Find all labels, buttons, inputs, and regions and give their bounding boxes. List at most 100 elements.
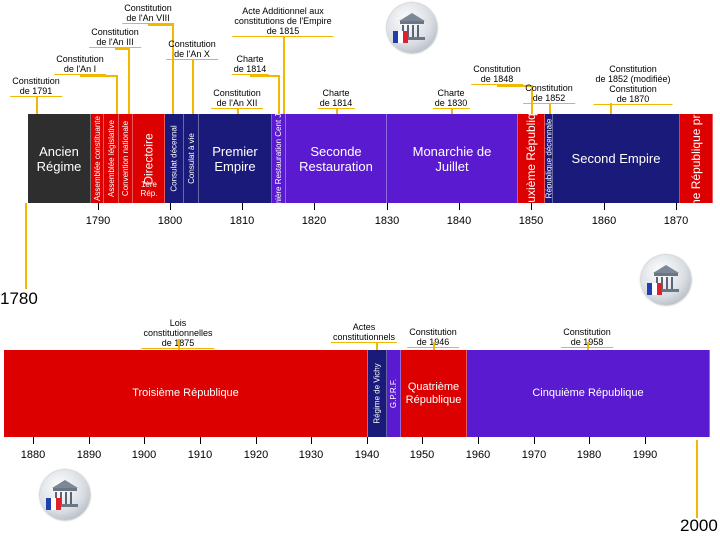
- seg-troisieme-republique-label: Troisième République: [132, 387, 239, 399]
- seg-premier-empire: Premier Empire: [199, 114, 272, 203]
- bottom-tick-mark: [534, 437, 535, 444]
- anno-constitution-an-i-connector: [116, 75, 118, 114]
- anno-actes-constitutionnels-text: Actes constitutionnels: [330, 322, 398, 343]
- anno-constitution-an-iii-connector: [128, 48, 130, 114]
- anno-charte-1830: Charte de 1830: [432, 88, 470, 109]
- seg-monarchie-juillet-label: Monarchie de Juillet: [412, 143, 492, 174]
- seg-ancien-regime: Ancien Régime: [28, 114, 91, 203]
- anno-constitution-1848: Constitution de 1848: [471, 64, 523, 85]
- bottom-tick-mark: [33, 437, 34, 444]
- bottom-tick-mark: [256, 437, 257, 444]
- top-tick-mark: [604, 203, 605, 210]
- anno-charte-1814-b-connector: [336, 109, 338, 114]
- anno-constitution-an-xii: Constitution de l'An XII: [211, 88, 263, 109]
- seg-quatrieme-republique: Quatrième République: [401, 350, 467, 437]
- anno-constitution-an-i-text: Constitution de l'An I: [54, 54, 106, 75]
- seg-ancien-regime-label: Ancien Régime: [36, 143, 82, 174]
- bottom-tick-label: 1940: [354, 449, 380, 461]
- bottom-tick-mark: [589, 437, 590, 444]
- seg-monarchie-juillet: Monarchie de Juillet: [387, 114, 518, 203]
- anno-acte-additionnel-1815: Acte Additionnel aux constitutions de l'…: [232, 6, 334, 37]
- seg-deuxieme-republique: Deuxième République: [518, 114, 545, 203]
- seg-seconde-restauration-label: Seconde Restauration: [299, 143, 373, 174]
- top-tick-label: 1870: [663, 215, 689, 227]
- premiere-republique-label: 1ère Rép.: [140, 180, 158, 198]
- start-year-label: 1780: [0, 289, 38, 308]
- seg-seconde-restauration: Seconde Restauration: [286, 114, 387, 203]
- anno-charte-1814-b-text: Charte de 1814: [317, 88, 355, 109]
- top-tick-mark: [242, 203, 243, 210]
- anno-charte-1814-connector: [278, 75, 280, 114]
- anno-constitution-1791: Constitution de 1791: [10, 76, 62, 97]
- top-tick-label: 1790: [85, 215, 111, 227]
- top-tick-mark: [387, 203, 388, 210]
- anno-charte-1830-text: Charte de 1830: [432, 88, 470, 109]
- seg-assemblee-legislative: Assemblée législative: [104, 114, 119, 203]
- bottom-tick-label: 1950: [409, 449, 435, 461]
- anno-charte-1814-text: Charte de 1814: [231, 54, 269, 75]
- anno-constitution-1852-1870: Constitution de 1852 (modifiée) Constitu…: [593, 64, 673, 105]
- anno-constitution-1852-connector: [549, 104, 551, 114]
- anno-constitution-1852-text: Constitution de 1852: [523, 83, 575, 104]
- anno-constitution-an-x: Constitution de l'An X: [166, 39, 218, 60]
- seg-consulat-decennal: Consulat décennal: [165, 114, 184, 203]
- top-tick-mark: [459, 203, 460, 210]
- bottom-tick-mark: [144, 437, 145, 444]
- seg-directoire: Directoire: [133, 114, 165, 203]
- seg-regime-vichy: Régime de Vichy: [368, 350, 387, 437]
- bottom-tick-label: 1900: [131, 449, 157, 461]
- top-tick-label: 1810: [229, 215, 255, 227]
- seg-second-empire: Second Empire: [553, 114, 680, 203]
- anno-constitution-an-x-text: Constitution de l'An X: [166, 39, 218, 60]
- top-tick-label: 1850: [518, 215, 544, 227]
- bottom-tick-label: 1990: [632, 449, 658, 461]
- assemblee-nationale-logo-icon: [387, 3, 437, 53]
- seg-consulat-decennal-label: Consulat décennal: [169, 125, 179, 192]
- seg-republique-decennale-label: République décennale: [545, 118, 553, 199]
- anno-constitution-an-i-connector-h: [80, 75, 116, 77]
- seg-cinquieme-republique-label: Cinquième République: [532, 387, 644, 399]
- anno-constitution-an-iii-connector-h: [115, 48, 128, 50]
- seg-deuxieme-republique-label: Deuxième République: [524, 114, 539, 203]
- anno-constitution-an-x-connector: [192, 60, 194, 114]
- bottom-tick-label: 1960: [465, 449, 491, 461]
- anno-constitution-1791-connector: [36, 97, 38, 114]
- top-tick-mark: [98, 203, 99, 210]
- end-year-connector: [696, 440, 698, 518]
- bottom-tick-label: 1910: [187, 449, 213, 461]
- anno-constitution-1848-connector: [531, 85, 533, 114]
- top-tick-mark: [314, 203, 315, 210]
- seg-consulat-vie: Consulat à vie: [184, 114, 199, 203]
- anno-constitution-1852-1870-connector: [610, 103, 612, 114]
- seg-republique-decennale: République décennale: [545, 114, 553, 203]
- anno-charte-1830-connector: [451, 109, 453, 114]
- start-year-connector: [25, 203, 27, 289]
- anno-constitution-an-xii-text: Constitution de l'An XII: [211, 88, 263, 109]
- bottom-tick-label: 1880: [20, 449, 46, 461]
- anno-charte-1814-connector-h: [250, 75, 278, 77]
- bottom-tick-label: 1980: [576, 449, 602, 461]
- top-tick-mark: [531, 203, 532, 210]
- anno-constitution-an-viii-connector: [172, 24, 174, 114]
- anno-constitution-1791-text: Constitution de 1791: [10, 76, 62, 97]
- anno-charte-1814-b: Charte de 1814: [317, 88, 355, 109]
- seg-troisieme-provisoire: Troisième République provisoire: [680, 114, 713, 203]
- bottom-tick-mark: [89, 437, 90, 444]
- anno-constitution-an-viii-connector-h: [148, 24, 172, 26]
- bottom-tick-label: 1920: [243, 449, 269, 461]
- top-tick-label: 1830: [374, 215, 400, 227]
- bottom-tick-label: 1970: [521, 449, 547, 461]
- bottom-tick-mark: [311, 437, 312, 444]
- anno-constitution-an-viii-text: Constitution de l'An VIII: [122, 3, 174, 24]
- seg-troisieme-republique: Troisième République: [4, 350, 368, 437]
- bottom-tick-mark: [367, 437, 368, 444]
- anno-constitution-an-viii: Constitution de l'An VIII: [122, 3, 174, 24]
- anno-constitution-an-i: Constitution de l'An I: [54, 54, 106, 75]
- assemblee-nationale-logo-icon: [641, 255, 691, 305]
- seg-quatrieme-republique-label: Quatrième République: [405, 380, 462, 406]
- anno-constitution-1958-connector: [587, 342, 589, 350]
- bottom-tick-label: 1890: [76, 449, 102, 461]
- anno-acte-additionnel-1815-connector: [283, 37, 285, 114]
- anno-acte-additionnel-1815-text: Acte Additionnel aux constitutions de l'…: [232, 6, 334, 37]
